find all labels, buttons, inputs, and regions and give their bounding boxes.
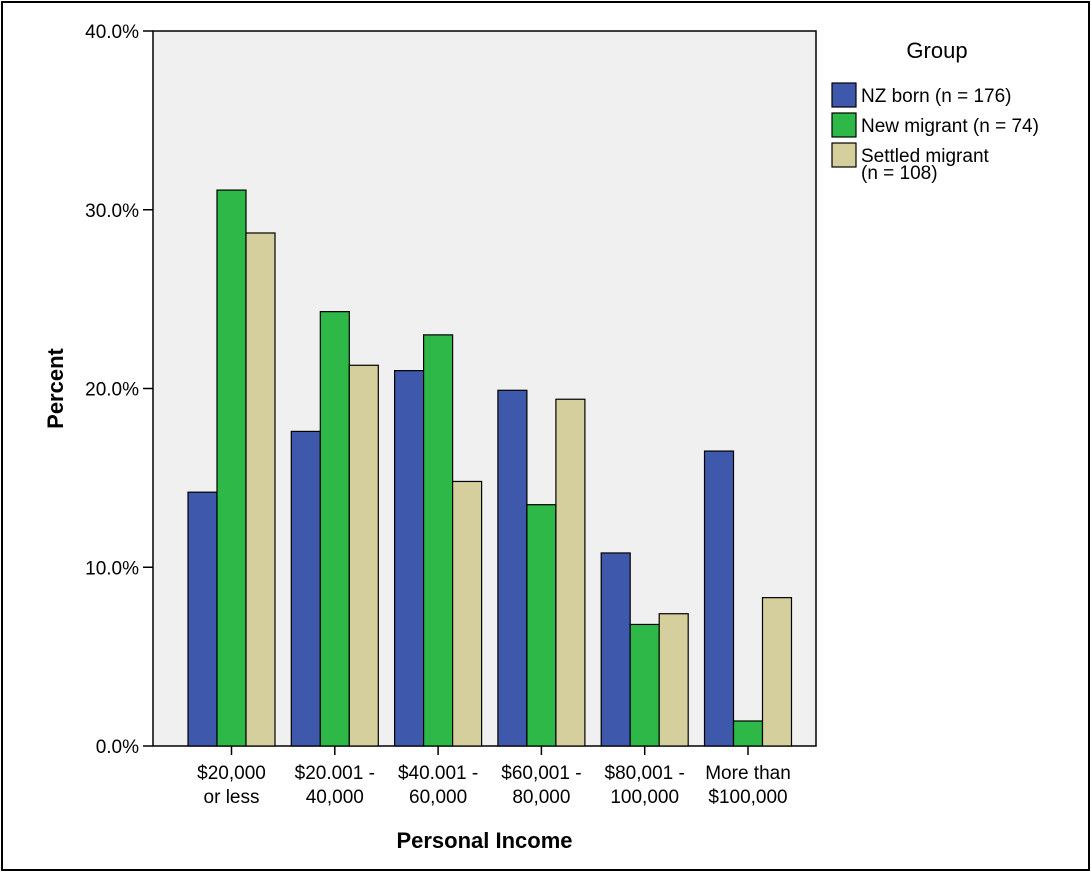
grouped-bar-chart: 0.0% 10.0% 20.0% 30.0% 40.0% $20,000 or less $2… <box>43 22 1039 853</box>
bar <box>658 613 689 747</box>
y-axis-title: Percent <box>43 347 68 428</box>
y-tick-label: 10.0% <box>85 558 139 579</box>
bar <box>394 370 425 747</box>
bar <box>452 480 483 747</box>
x-tick-label: 60,000 <box>409 787 467 808</box>
bar <box>732 720 764 747</box>
bar <box>290 430 321 747</box>
bar <box>423 334 454 747</box>
legend-swatch <box>831 82 857 108</box>
legend-title: Group <box>906 38 967 63</box>
bar <box>761 597 793 747</box>
bar <box>497 389 528 747</box>
x-tick-label: $80,001 - <box>605 763 685 784</box>
bar <box>319 311 350 747</box>
bar <box>187 491 218 747</box>
y-tick-label: 0.0% <box>96 737 139 758</box>
legend-label: New migrant (n = 74) <box>861 116 1039 137</box>
x-tick-label: 100,000 <box>610 787 679 808</box>
x-tick-label: More than <box>705 763 791 784</box>
bar <box>600 552 631 747</box>
legend-label: (n = 108) <box>861 163 938 184</box>
x-tick-label: $20,000 <box>197 763 266 784</box>
bar <box>216 189 247 747</box>
y-tick-label: 20.0% <box>85 380 139 401</box>
bar <box>629 623 660 747</box>
legend-label: Settled migrant <box>861 146 990 167</box>
bar <box>526 504 557 747</box>
legend-label: NZ born (n = 176) <box>861 86 1012 107</box>
x-tick-label: 40,000 <box>306 787 364 808</box>
legend-swatch <box>831 142 857 168</box>
y-tick-label: 40.0% <box>85 22 139 43</box>
x-axis-title: Personal Income <box>396 828 572 853</box>
y-tick-label: 30.0% <box>85 201 139 222</box>
bar <box>348 364 379 747</box>
legend-swatch <box>831 112 857 138</box>
bar <box>245 232 276 747</box>
x-tick-label: $20.001 - <box>295 763 375 784</box>
x-tick-label: or less <box>204 787 260 808</box>
x-tick-label: $40.001 - <box>398 763 478 784</box>
x-tick-label: 80,000 <box>512 787 570 808</box>
x-tick-label: $100,000 <box>708 787 787 808</box>
bar <box>703 450 735 747</box>
bar <box>555 398 586 747</box>
x-tick-label: $60,001 - <box>501 763 581 784</box>
